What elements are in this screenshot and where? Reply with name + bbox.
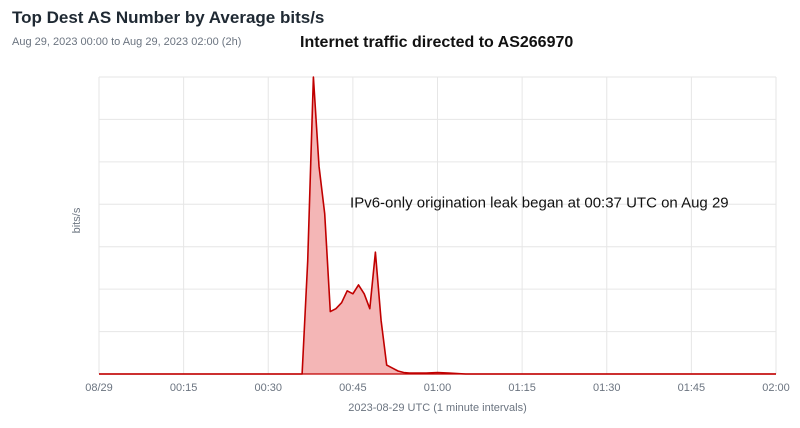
- x-tick-label: 01:30: [593, 382, 621, 394]
- x-tick-label: 01:45: [678, 382, 706, 394]
- x-tick-label: 00:30: [254, 382, 282, 394]
- panel-title: Top Dest AS Number by Average bits/s: [12, 8, 325, 27]
- x-tick-label: 02:00: [762, 382, 790, 394]
- x-tick-label: 08/29: [85, 382, 113, 394]
- x-tick-label: 00:45: [339, 382, 367, 394]
- traffic-line: [99, 76, 776, 375]
- x-tick-label: 01:15: [508, 382, 536, 394]
- x-axis-label: 2023-08-29 UTC (1 minute intervals): [348, 402, 527, 414]
- y-axis-label: bits/s: [71, 207, 83, 233]
- x-tick-label: 01:00: [424, 382, 452, 394]
- x-tick-label: 00:15: [170, 382, 198, 394]
- chart-heading: Internet traffic directed to AS266970: [300, 34, 574, 51]
- chart-annotations: IPv6-only origination leak began at 00:3…: [350, 195, 729, 212]
- time-range-subtitle: Aug 29, 2023 00:00 to Aug 29, 2023 02:00…: [12, 36, 242, 48]
- chart-grid: [98, 76, 777, 374]
- x-axis-ticks: 08/29 00:15 00:30 00:45 01:00 01:15 01:30 01:45…: [85, 382, 790, 394]
- annotation-text: IPv6-only origination leak began at 00:3…: [350, 195, 729, 212]
